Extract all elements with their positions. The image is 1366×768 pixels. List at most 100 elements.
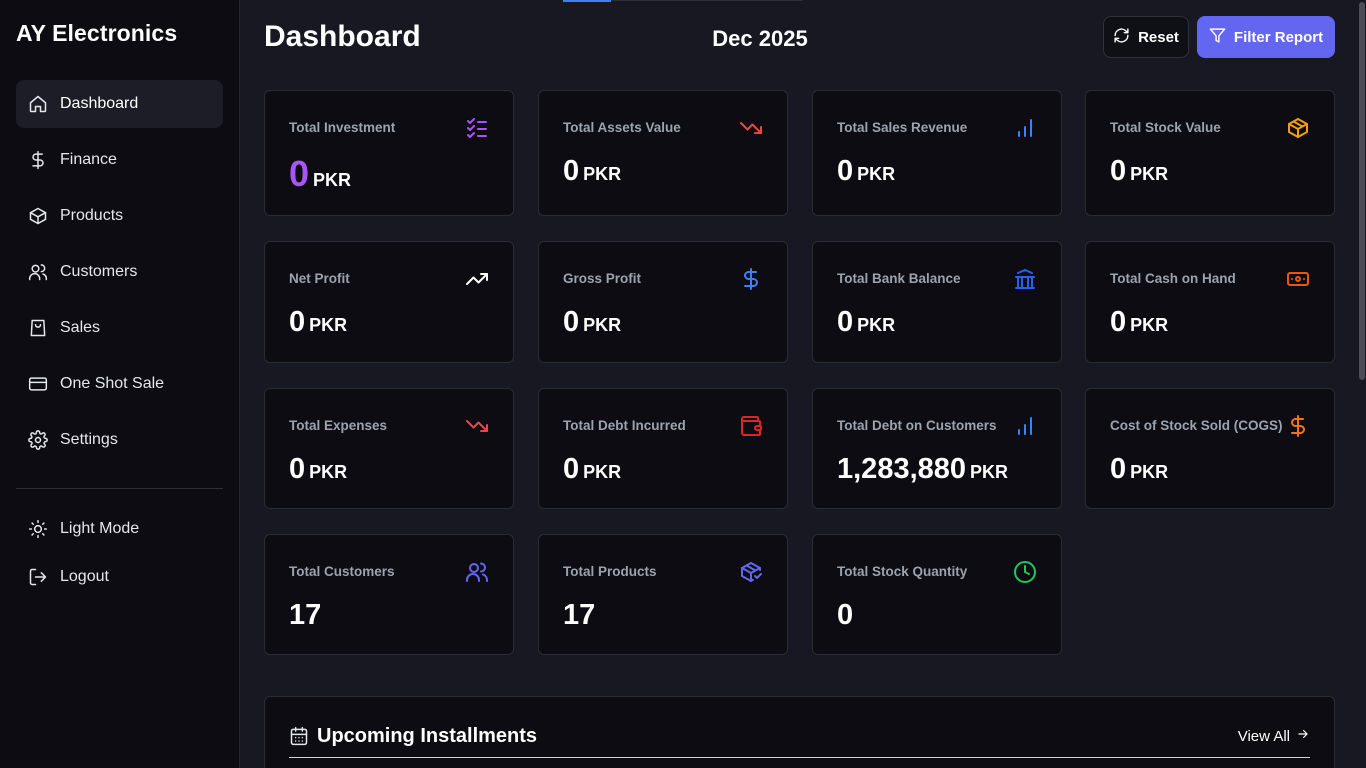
calendar-icon — [289, 726, 309, 746]
stat-label: Total Cash on Hand — [1110, 271, 1236, 286]
clock-icon — [1013, 560, 1037, 584]
stat-card-total-stock-value: Total Stock Value 0 PKR — [1085, 90, 1335, 216]
filter-report-button[interactable]: Filter Report — [1197, 16, 1335, 58]
stat-card-total-expenses: Total Expenses 0 PKR — [264, 388, 514, 509]
sidebar-item-customers[interactable]: Customers — [16, 248, 223, 296]
stat-label: Total Debt Incurred — [563, 418, 686, 433]
stat-card-total-customers: Total Customers 17 — [264, 534, 514, 655]
stat-unit: PKR — [1130, 462, 1169, 482]
sidebar-item-label: Logout — [60, 568, 109, 585]
sun-icon — [28, 519, 48, 539]
stat-card-cost-of-stock-sold-cogs: Cost of Stock Sold (COGS) 0 PKR — [1085, 388, 1335, 509]
stat-value: 0 — [837, 599, 853, 632]
sidebar-divider — [16, 488, 223, 489]
stat-label: Total Expenses — [289, 418, 388, 433]
stat-value: 0 PKR — [837, 306, 895, 339]
arrow-right-icon — [1296, 727, 1310, 745]
stat-number: 0 — [837, 155, 854, 187]
stat-label: Total Stock Value — [1110, 120, 1221, 135]
reset-button[interactable]: Reset — [1103, 16, 1189, 58]
stat-unit: PKR — [583, 315, 622, 335]
bar-chart-icon — [1013, 414, 1037, 438]
page-title: Dashboard — [264, 20, 421, 53]
sidebar: AY Electronics Dashboard Finance Product… — [0, 0, 240, 768]
dollar-sign-icon — [739, 267, 763, 291]
stat-value: 0 PKR — [563, 453, 621, 486]
trending-up-icon — [465, 267, 489, 291]
stat-card-total-cash-on-hand: Total Cash on Hand 0 PKR — [1085, 241, 1335, 363]
stat-unit: PKR — [309, 315, 348, 335]
home-icon — [28, 94, 48, 114]
gear-icon — [28, 430, 48, 450]
sidebar-item-label: Light Mode — [60, 520, 140, 537]
shopping-bag-icon — [28, 318, 48, 338]
users-icon — [28, 262, 48, 282]
stat-unit: PKR — [857, 315, 896, 335]
trending-down-icon — [739, 116, 763, 140]
users-icon — [465, 560, 489, 584]
dollar-sign-icon — [1286, 414, 1310, 438]
bar-chart-icon — [1013, 116, 1037, 140]
sidebar-item-sales[interactable]: Sales — [16, 304, 223, 352]
stat-card-total-assets-value: Total Assets Value 0 PKR — [538, 90, 788, 216]
sidebar-item-label: One Shot Sale — [60, 375, 165, 392]
sidebar-item-dashboard[interactable]: Dashboard — [16, 80, 223, 128]
stat-label: Total Sales Revenue — [837, 120, 968, 135]
sidebar-item-products[interactable]: Products — [16, 192, 223, 240]
light-mode-toggle[interactable]: Light Mode — [16, 505, 223, 553]
scrollbar-thumb[interactable] — [1359, 2, 1365, 380]
stat-unit: PKR — [583, 164, 622, 184]
stat-value: 0 PKR — [289, 306, 347, 339]
sidebar-item-one-shot-sale[interactable]: One Shot Sale — [16, 360, 223, 408]
top-progress-indicator — [563, 0, 611, 2]
stat-number: 1,283,880 — [837, 453, 967, 485]
stat-unit: PKR — [313, 170, 352, 190]
stat-number: 0 — [563, 306, 580, 338]
stat-value: 17 — [563, 599, 595, 632]
stat-card-total-products: Total Products 17 — [538, 534, 788, 655]
stat-value: 1,283,880 PKR — [837, 453, 1008, 486]
refresh-icon — [1113, 27, 1130, 48]
stat-value: 0 PKR — [289, 153, 351, 195]
stat-unit: PKR — [1130, 164, 1169, 184]
package-icon — [1286, 116, 1310, 140]
stat-number: 0 — [289, 306, 306, 338]
reset-label: Reset — [1138, 28, 1179, 46]
stat-value: 0 PKR — [837, 155, 895, 188]
sidebar-item-finance[interactable]: Finance — [16, 136, 223, 184]
scrollbar[interactable] — [1358, 0, 1366, 768]
box-icon — [28, 206, 48, 226]
logout-button[interactable]: Logout — [16, 553, 223, 601]
stat-label: Total Stock Quantity — [837, 564, 968, 579]
sidebar-item-settings[interactable]: Settings — [16, 416, 223, 464]
stat-unit: PKR — [1130, 315, 1169, 335]
stat-number: 0 — [563, 453, 580, 485]
banknote-icon — [1286, 267, 1310, 291]
filter-report-label: Filter Report — [1233, 28, 1324, 46]
stat-value: 0 PKR — [289, 453, 347, 486]
sidebar-item-label: Customers — [60, 263, 138, 280]
installments-title: Upcoming Installments — [317, 725, 538, 747]
stat-number: 17 — [563, 599, 596, 631]
stat-value: 0 PKR — [1110, 306, 1168, 339]
stat-label: Total Products — [563, 564, 657, 579]
sidebar-item-label: Dashboard — [60, 95, 139, 112]
stat-label: Net Profit — [289, 271, 350, 286]
stat-label: Total Assets Value — [563, 120, 681, 135]
installments-divider — [289, 757, 1310, 758]
stat-card-total-sales-revenue: Total Sales Revenue 0 PKR — [812, 90, 1062, 216]
stat-card-total-debt-on-customers: Total Debt on Customers 1,283,880 PKR — [812, 388, 1062, 509]
stat-number: 0 — [289, 453, 306, 485]
upcoming-installments-panel: Upcoming Installments View All — [264, 696, 1335, 768]
stat-label: Total Customers — [289, 564, 395, 579]
credit-card-icon — [28, 374, 48, 394]
logout-icon — [28, 567, 48, 587]
sidebar-item-label: Settings — [60, 431, 118, 448]
stat-card-total-bank-balance: Total Bank Balance 0 PKR — [812, 241, 1062, 363]
trending-down-icon — [465, 414, 489, 438]
stat-label: Total Investment — [289, 120, 396, 135]
stat-unit: PKR — [583, 462, 622, 482]
stat-value: 17 — [289, 599, 321, 632]
view-all-link[interactable]: View All — [1238, 727, 1310, 745]
stat-card-total-investment: Total Investment 0 PKR — [264, 90, 514, 216]
